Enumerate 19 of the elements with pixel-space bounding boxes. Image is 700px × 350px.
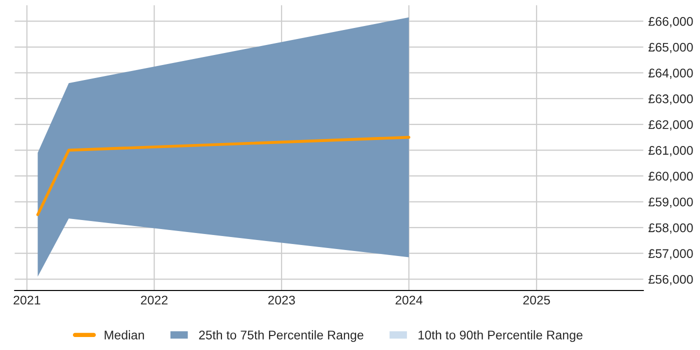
y-tick-label: £63,000: [648, 94, 693, 105]
x-tick-label: 2025: [523, 296, 550, 305]
x-tick-label: 2021: [14, 296, 40, 305]
legend-label: 25th to 75th Percentile Range: [199, 330, 364, 342]
y-tick-label: £62,000: [648, 120, 693, 131]
x-tick-label: 2023: [268, 296, 295, 305]
y-tick-label: £56,000: [648, 274, 693, 286]
x-tick-label: 2022: [140, 296, 168, 305]
y-tick-label: £60,000: [648, 172, 693, 182]
y-tick-label: £61,000: [648, 146, 693, 156]
y-tick-label: £64,000: [648, 68, 693, 79]
y-tick-label: £59,000: [648, 198, 693, 208]
y-tick-label: £58,000: [648, 223, 693, 234]
y-tick-label: £65,000: [648, 42, 693, 54]
y-tick-label: £66,000: [648, 17, 693, 28]
x-tick-label: 2024: [396, 296, 422, 305]
legend-label: Median: [104, 330, 144, 340]
legend-label: 10th to 90th Percentile Range: [418, 330, 582, 342]
y-tick-label: £57,000: [648, 249, 693, 260]
